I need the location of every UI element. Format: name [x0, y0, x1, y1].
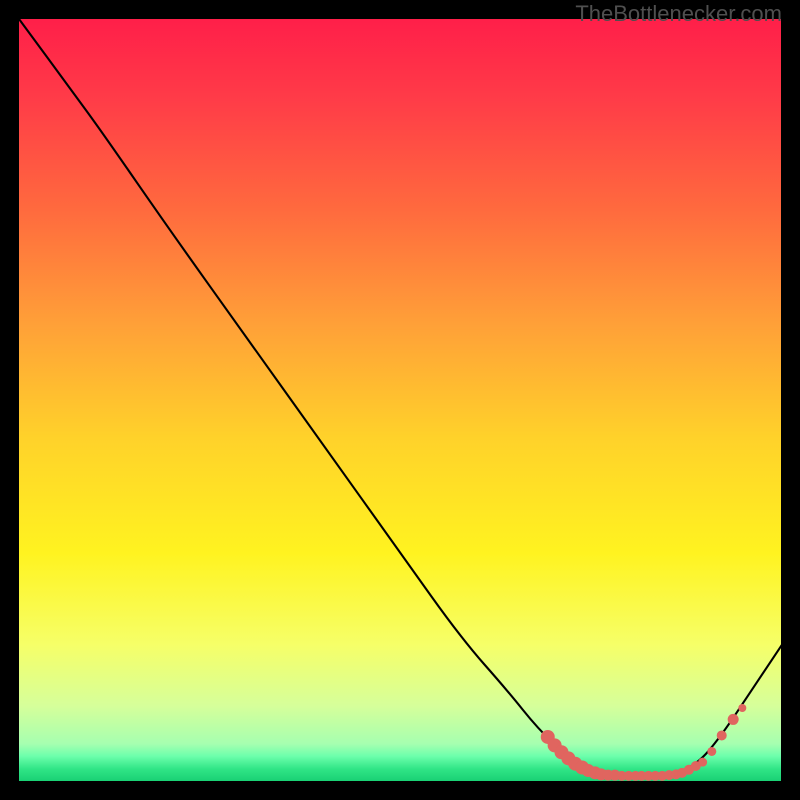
optimal-marker [717, 730, 727, 740]
optimal-marker [728, 714, 739, 725]
watermark-text: TheBottlenecker.com [575, 1, 782, 27]
bottleneck-chart [0, 0, 800, 800]
chart-stage: TheBottlenecker.com [0, 0, 800, 800]
optimal-marker [698, 758, 707, 767]
optimal-marker [738, 704, 746, 712]
gradient-background [19, 19, 782, 782]
optimal-marker [707, 747, 716, 756]
